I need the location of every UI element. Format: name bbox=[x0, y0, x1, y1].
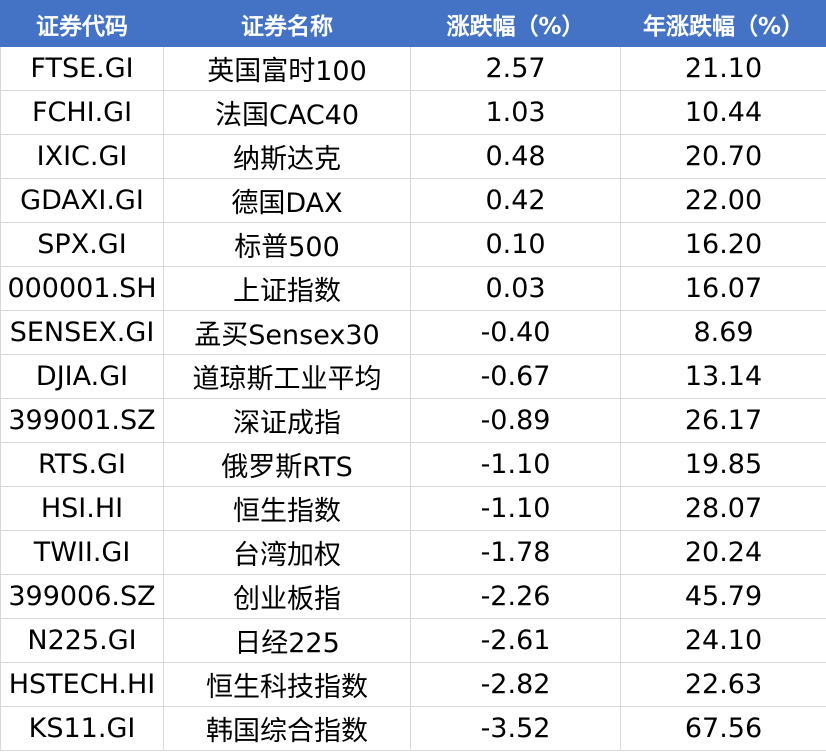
table-row: N225.GI 日经225 -2.61 24.10 bbox=[0, 618, 826, 663]
table-cell: DJIA.GI bbox=[0, 354, 164, 399]
table-cell: 8.69 bbox=[620, 310, 826, 355]
table-row: FCHI.GI 法国CAC40 1.03 10.44 bbox=[0, 90, 826, 135]
table-row: HSI.HI 恒生指数 -1.10 28.07 bbox=[0, 486, 826, 531]
table-cell: 28.07 bbox=[620, 486, 826, 531]
table-row: 000001.SH 上证指数 0.03 16.07 bbox=[0, 266, 826, 311]
table-row: KS11.GI 韩国综合指数 -3.52 67.56 bbox=[0, 706, 826, 751]
table-cell: 13.14 bbox=[620, 354, 826, 399]
table-cell: 0.42 bbox=[410, 178, 621, 223]
table-cell: -0.40 bbox=[410, 310, 621, 355]
table-cell: 26.17 bbox=[620, 398, 826, 443]
table-cell: -2.26 bbox=[410, 574, 621, 619]
table-row: SPX.GI 标普500 0.10 16.20 bbox=[0, 222, 826, 267]
table-cell: 24.10 bbox=[620, 618, 826, 663]
table-cell: 67.56 bbox=[620, 706, 826, 751]
header-cell: 证券名称 bbox=[163, 0, 411, 47]
table-cell: FCHI.GI bbox=[0, 90, 164, 135]
table-cell: 22.63 bbox=[620, 662, 826, 707]
table-cell: -1.10 bbox=[410, 442, 621, 487]
table-cell: 45.79 bbox=[620, 574, 826, 619]
table-cell: 16.20 bbox=[620, 222, 826, 267]
table-cell: 22.00 bbox=[620, 178, 826, 223]
table-cell: 纳斯达克 bbox=[163, 134, 411, 179]
table-cell: 标普500 bbox=[163, 222, 411, 267]
header-cell: 年涨跌幅（%） bbox=[620, 0, 826, 47]
table-cell: 399001.SZ bbox=[0, 398, 164, 443]
table-cell: SENSEX.GI bbox=[0, 310, 164, 355]
table-body: FTSE.GI 英国富时100 2.57 21.10 FCHI.GI 法国CAC40 1.0… bbox=[0, 46, 826, 751]
table-cell: 399006.SZ bbox=[0, 574, 164, 619]
table-cell: 19.85 bbox=[620, 442, 826, 487]
table-cell: 000001.SH bbox=[0, 266, 164, 311]
table-cell: 恒生指数 bbox=[163, 486, 411, 531]
table-cell: FTSE.GI bbox=[0, 46, 164, 91]
table-cell: 台湾加权 bbox=[163, 530, 411, 575]
table-cell: -1.10 bbox=[410, 486, 621, 531]
table-cell: 10.44 bbox=[620, 90, 826, 135]
table-row: SENSEX.GI 孟买Sensex30 -0.40 8.69 bbox=[0, 310, 826, 355]
table-cell: 法国CAC40 bbox=[163, 90, 411, 135]
table-cell: 恒生科技指数 bbox=[163, 662, 411, 707]
table-cell: 创业板指 bbox=[163, 574, 411, 619]
table-row: 399006.SZ 创业板指 -2.26 45.79 bbox=[0, 574, 826, 619]
table-cell: HSTECH.HI bbox=[0, 662, 164, 707]
table-cell: 20.24 bbox=[620, 530, 826, 575]
table-row: IXIC.GI 纳斯达克 0.48 20.70 bbox=[0, 134, 826, 179]
table-cell: -0.89 bbox=[410, 398, 621, 443]
table-row: FTSE.GI 英国富时100 2.57 21.10 bbox=[0, 46, 826, 91]
table-cell: 英国富时100 bbox=[163, 46, 411, 91]
table-cell: SPX.GI bbox=[0, 222, 164, 267]
table-cell: -2.61 bbox=[410, 618, 621, 663]
header-cell: 涨跌幅（%） bbox=[410, 0, 621, 47]
table-cell: 21.10 bbox=[620, 46, 826, 91]
table-cell: HSI.HI bbox=[0, 486, 164, 531]
table-cell: RTS.GI bbox=[0, 442, 164, 487]
table-cell: IXIC.GI bbox=[0, 134, 164, 179]
table-cell: 0.48 bbox=[410, 134, 621, 179]
table-cell: 俄罗斯RTS bbox=[163, 442, 411, 487]
table-cell: 0.10 bbox=[410, 222, 621, 267]
table-cell: GDAXI.GI bbox=[0, 178, 164, 223]
table-cell: -2.82 bbox=[410, 662, 621, 707]
table-cell: 1.03 bbox=[410, 90, 621, 135]
table-cell: -1.78 bbox=[410, 530, 621, 575]
table-cell: 0.03 bbox=[410, 266, 621, 311]
table-cell: 道琼斯工业平均 bbox=[163, 354, 411, 399]
table-cell: 德国DAX bbox=[163, 178, 411, 223]
table-row: TWII.GI 台湾加权 -1.78 20.24 bbox=[0, 530, 826, 575]
table-cell: 韩国综合指数 bbox=[163, 706, 411, 751]
table-cell: TWII.GI bbox=[0, 530, 164, 575]
table-cell: KS11.GI bbox=[0, 706, 164, 751]
table-row: GDAXI.GI 德国DAX 0.42 22.00 bbox=[0, 178, 826, 223]
table-cell: N225.GI bbox=[0, 618, 164, 663]
table-cell: 20.70 bbox=[620, 134, 826, 179]
table-cell: 深证成指 bbox=[163, 398, 411, 443]
table-cell: -0.67 bbox=[410, 354, 621, 399]
header-cell: 证券代码 bbox=[0, 0, 164, 47]
table-row: HSTECH.HI 恒生科技指数 -2.82 22.63 bbox=[0, 662, 826, 707]
header-row: 证券代码 证券名称 涨跌幅（%） 年涨跌幅（%） bbox=[0, 0, 826, 47]
table-cell: 16.07 bbox=[620, 266, 826, 311]
table-row: 399001.SZ 深证成指 -0.89 26.17 bbox=[0, 398, 826, 443]
table-cell: 孟买Sensex30 bbox=[163, 310, 411, 355]
table-cell: 日经225 bbox=[163, 618, 411, 663]
table-row: DJIA.GI 道琼斯工业平均 -0.67 13.14 bbox=[0, 354, 826, 399]
table-cell: 上证指数 bbox=[163, 266, 411, 311]
table-cell: 2.57 bbox=[410, 46, 621, 91]
table-cell: -3.52 bbox=[410, 706, 621, 751]
table-row: RTS.GI 俄罗斯RTS -1.10 19.85 bbox=[0, 442, 826, 487]
